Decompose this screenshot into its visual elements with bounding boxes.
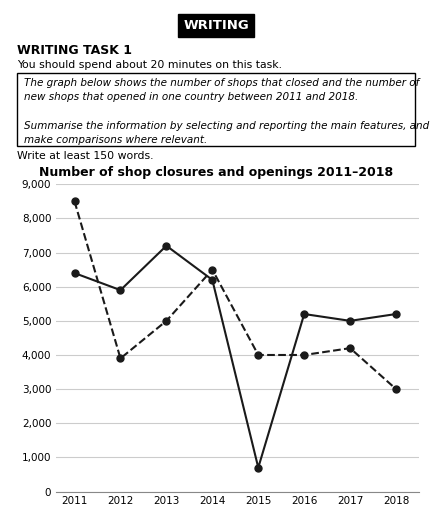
Text: Number of shop closures and openings 2011–2018: Number of shop closures and openings 201…: [39, 166, 393, 179]
Text: Write at least 150 words.: Write at least 150 words.: [17, 151, 154, 161]
Text: You should spend about 20 minutes on this task.: You should spend about 20 minutes on thi…: [17, 60, 282, 71]
Text: The graph below shows the number of shops that closed and the number of
new shop: The graph below shows the number of shop…: [24, 78, 429, 145]
Legend: Closures, Openings: Closures, Openings: [138, 122, 337, 141]
Text: WRITING TASK 1: WRITING TASK 1: [17, 44, 132, 56]
Text: WRITING: WRITING: [183, 19, 249, 32]
